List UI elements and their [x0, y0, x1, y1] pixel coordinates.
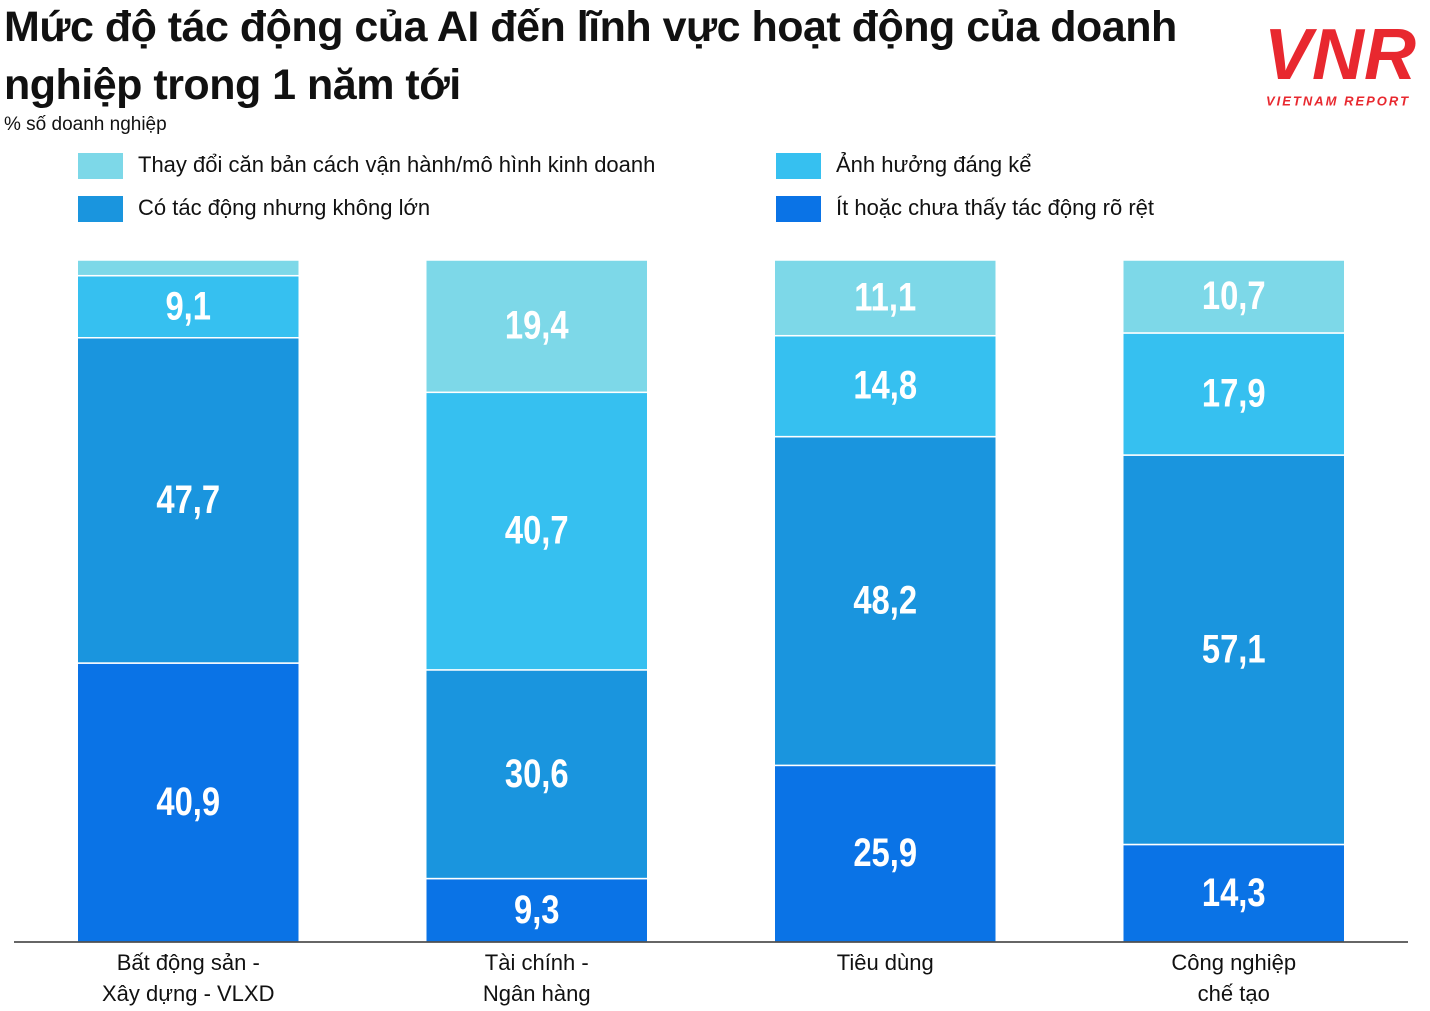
x-tick-label: Công nghiệp [1171, 950, 1296, 975]
legend-label: Ảnh hưởng đáng kể [836, 152, 1032, 177]
value-label: 14,3 [1202, 870, 1266, 915]
chart-subtitle: % số doanh nghiệp [4, 114, 167, 135]
bar-segment [76, 336, 300, 664]
bar-segment [1122, 454, 1346, 846]
x-tick-label: chế tạo [1198, 981, 1270, 1006]
bar-segment [76, 259, 300, 277]
bar-segment [773, 764, 997, 943]
logo-mark: VNR [1264, 15, 1416, 95]
value-label: 9,3 [514, 887, 560, 932]
value-label: 40,9 [156, 779, 220, 824]
legend-label: Có tác động nhưng không lớn [138, 195, 430, 220]
bar-segment [76, 662, 300, 943]
value-label: 17,9 [1202, 370, 1266, 415]
legend-swatch [776, 153, 821, 179]
value-label: 9,1 [165, 283, 211, 328]
bar-segment [1122, 332, 1346, 456]
x-tick-label: Ngân hàng [483, 981, 591, 1006]
value-label: 10,7 [1202, 273, 1266, 318]
bar-segment [425, 259, 649, 394]
value-label: 14,8 [853, 363, 917, 408]
bar-segment [773, 435, 997, 767]
chart-title: Mức độ tác động của AI đến lĩnh vực hoạt… [4, 3, 1177, 109]
legend-swatch [776, 196, 821, 222]
value-label: 25,9 [853, 830, 917, 875]
x-tick-label: Tiêu dùng [837, 950, 934, 975]
value-label: 47,7 [156, 477, 220, 522]
bar-segment [425, 391, 649, 671]
value-label: 40,7 [505, 508, 569, 553]
x-tick-label: Tài chính - [485, 950, 589, 975]
value-label: 11,1 [854, 274, 916, 319]
bar-segment [1122, 843, 1346, 943]
legend-swatch [78, 196, 123, 222]
x-tick-label: Bất động sản - [117, 950, 260, 975]
legend-label: Ít hoặc chưa thấy tác động rõ rệt [836, 195, 1154, 220]
bar-segment [773, 259, 997, 337]
value-label: 19,4 [505, 303, 569, 348]
value-label: 48,2 [853, 577, 917, 622]
legend-swatch [78, 153, 123, 179]
bar-segment [1122, 259, 1346, 334]
x-tick-label: Xây dựng - VLXD [102, 981, 274, 1006]
value-label: 57,1 [1202, 626, 1266, 671]
logo-text: VIETNAM REPORT [1266, 93, 1410, 108]
legend-label: Thay đổi căn bản cách vận hành/mô hình k… [138, 152, 655, 177]
value-label: 30,6 [505, 751, 569, 796]
